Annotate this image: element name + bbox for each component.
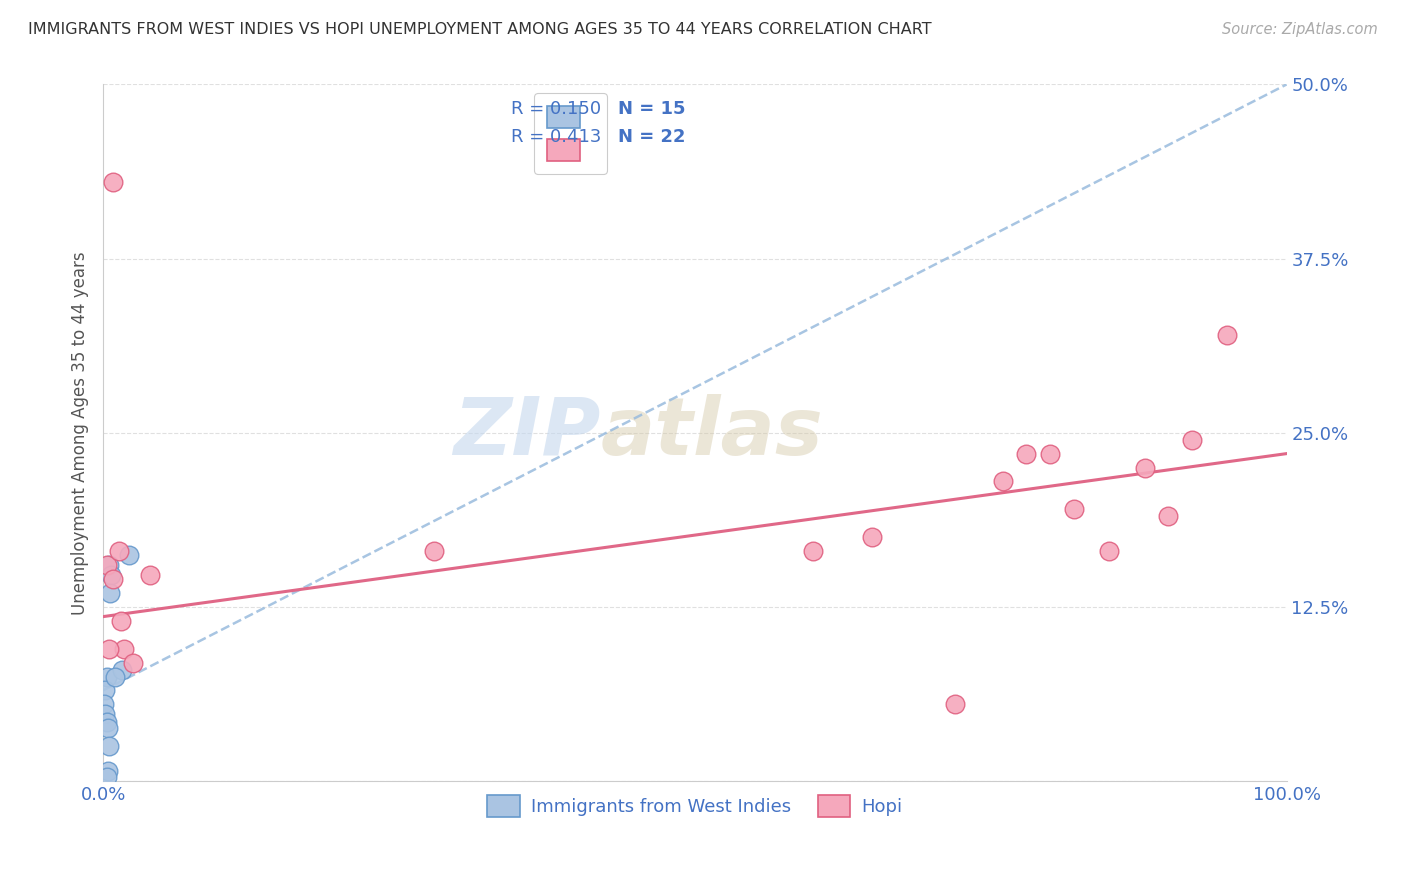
Point — [139, 567, 162, 582]
Point — [860, 530, 883, 544]
Point — [98, 641, 121, 656]
Point — [1039, 447, 1062, 461]
Point — [101, 572, 124, 586]
Point — [93, 698, 115, 712]
Point — [801, 544, 824, 558]
Text: N = 22: N = 22 — [617, 128, 686, 145]
Point — [94, 683, 117, 698]
Text: ZIP: ZIP — [453, 393, 600, 472]
Point — [1181, 433, 1204, 447]
Point — [96, 770, 118, 784]
Point — [96, 558, 118, 572]
Point — [1015, 447, 1038, 461]
Text: Source: ZipAtlas.com: Source: ZipAtlas.com — [1222, 22, 1378, 37]
Point — [114, 641, 136, 656]
Point — [97, 764, 120, 779]
Point — [1063, 502, 1085, 516]
Legend: Immigrants from West Indies, Hopi: Immigrants from West Indies, Hopi — [479, 788, 910, 824]
Text: atlas: atlas — [600, 393, 823, 472]
Point — [104, 669, 127, 683]
Text: IMMIGRANTS FROM WEST INDIES VS HOPI UNEMPLOYMENT AMONG AGES 35 TO 44 YEARS CORRE: IMMIGRANTS FROM WEST INDIES VS HOPI UNEM… — [28, 22, 932, 37]
Point — [1216, 328, 1239, 343]
Point — [94, 707, 117, 722]
Point — [107, 544, 129, 558]
Point — [991, 475, 1014, 489]
Point — [101, 175, 124, 189]
Point — [96, 715, 118, 730]
Point — [1157, 509, 1180, 524]
Point — [110, 614, 132, 628]
Y-axis label: Unemployment Among Ages 35 to 44 years: Unemployment Among Ages 35 to 44 years — [72, 251, 89, 615]
Text: R = 0.150: R = 0.150 — [512, 100, 602, 118]
Point — [1098, 544, 1121, 558]
Point — [121, 656, 143, 670]
Point — [98, 558, 121, 572]
Point — [943, 698, 966, 712]
Point — [97, 721, 120, 735]
Point — [98, 739, 121, 754]
Point — [98, 586, 121, 600]
Text: N = 15: N = 15 — [617, 100, 686, 118]
Point — [96, 669, 118, 683]
Point — [111, 663, 134, 677]
Point — [118, 549, 141, 563]
Point — [1133, 460, 1156, 475]
Point — [423, 544, 446, 558]
Point — [100, 567, 122, 582]
Text: R = 0.413: R = 0.413 — [512, 128, 602, 145]
